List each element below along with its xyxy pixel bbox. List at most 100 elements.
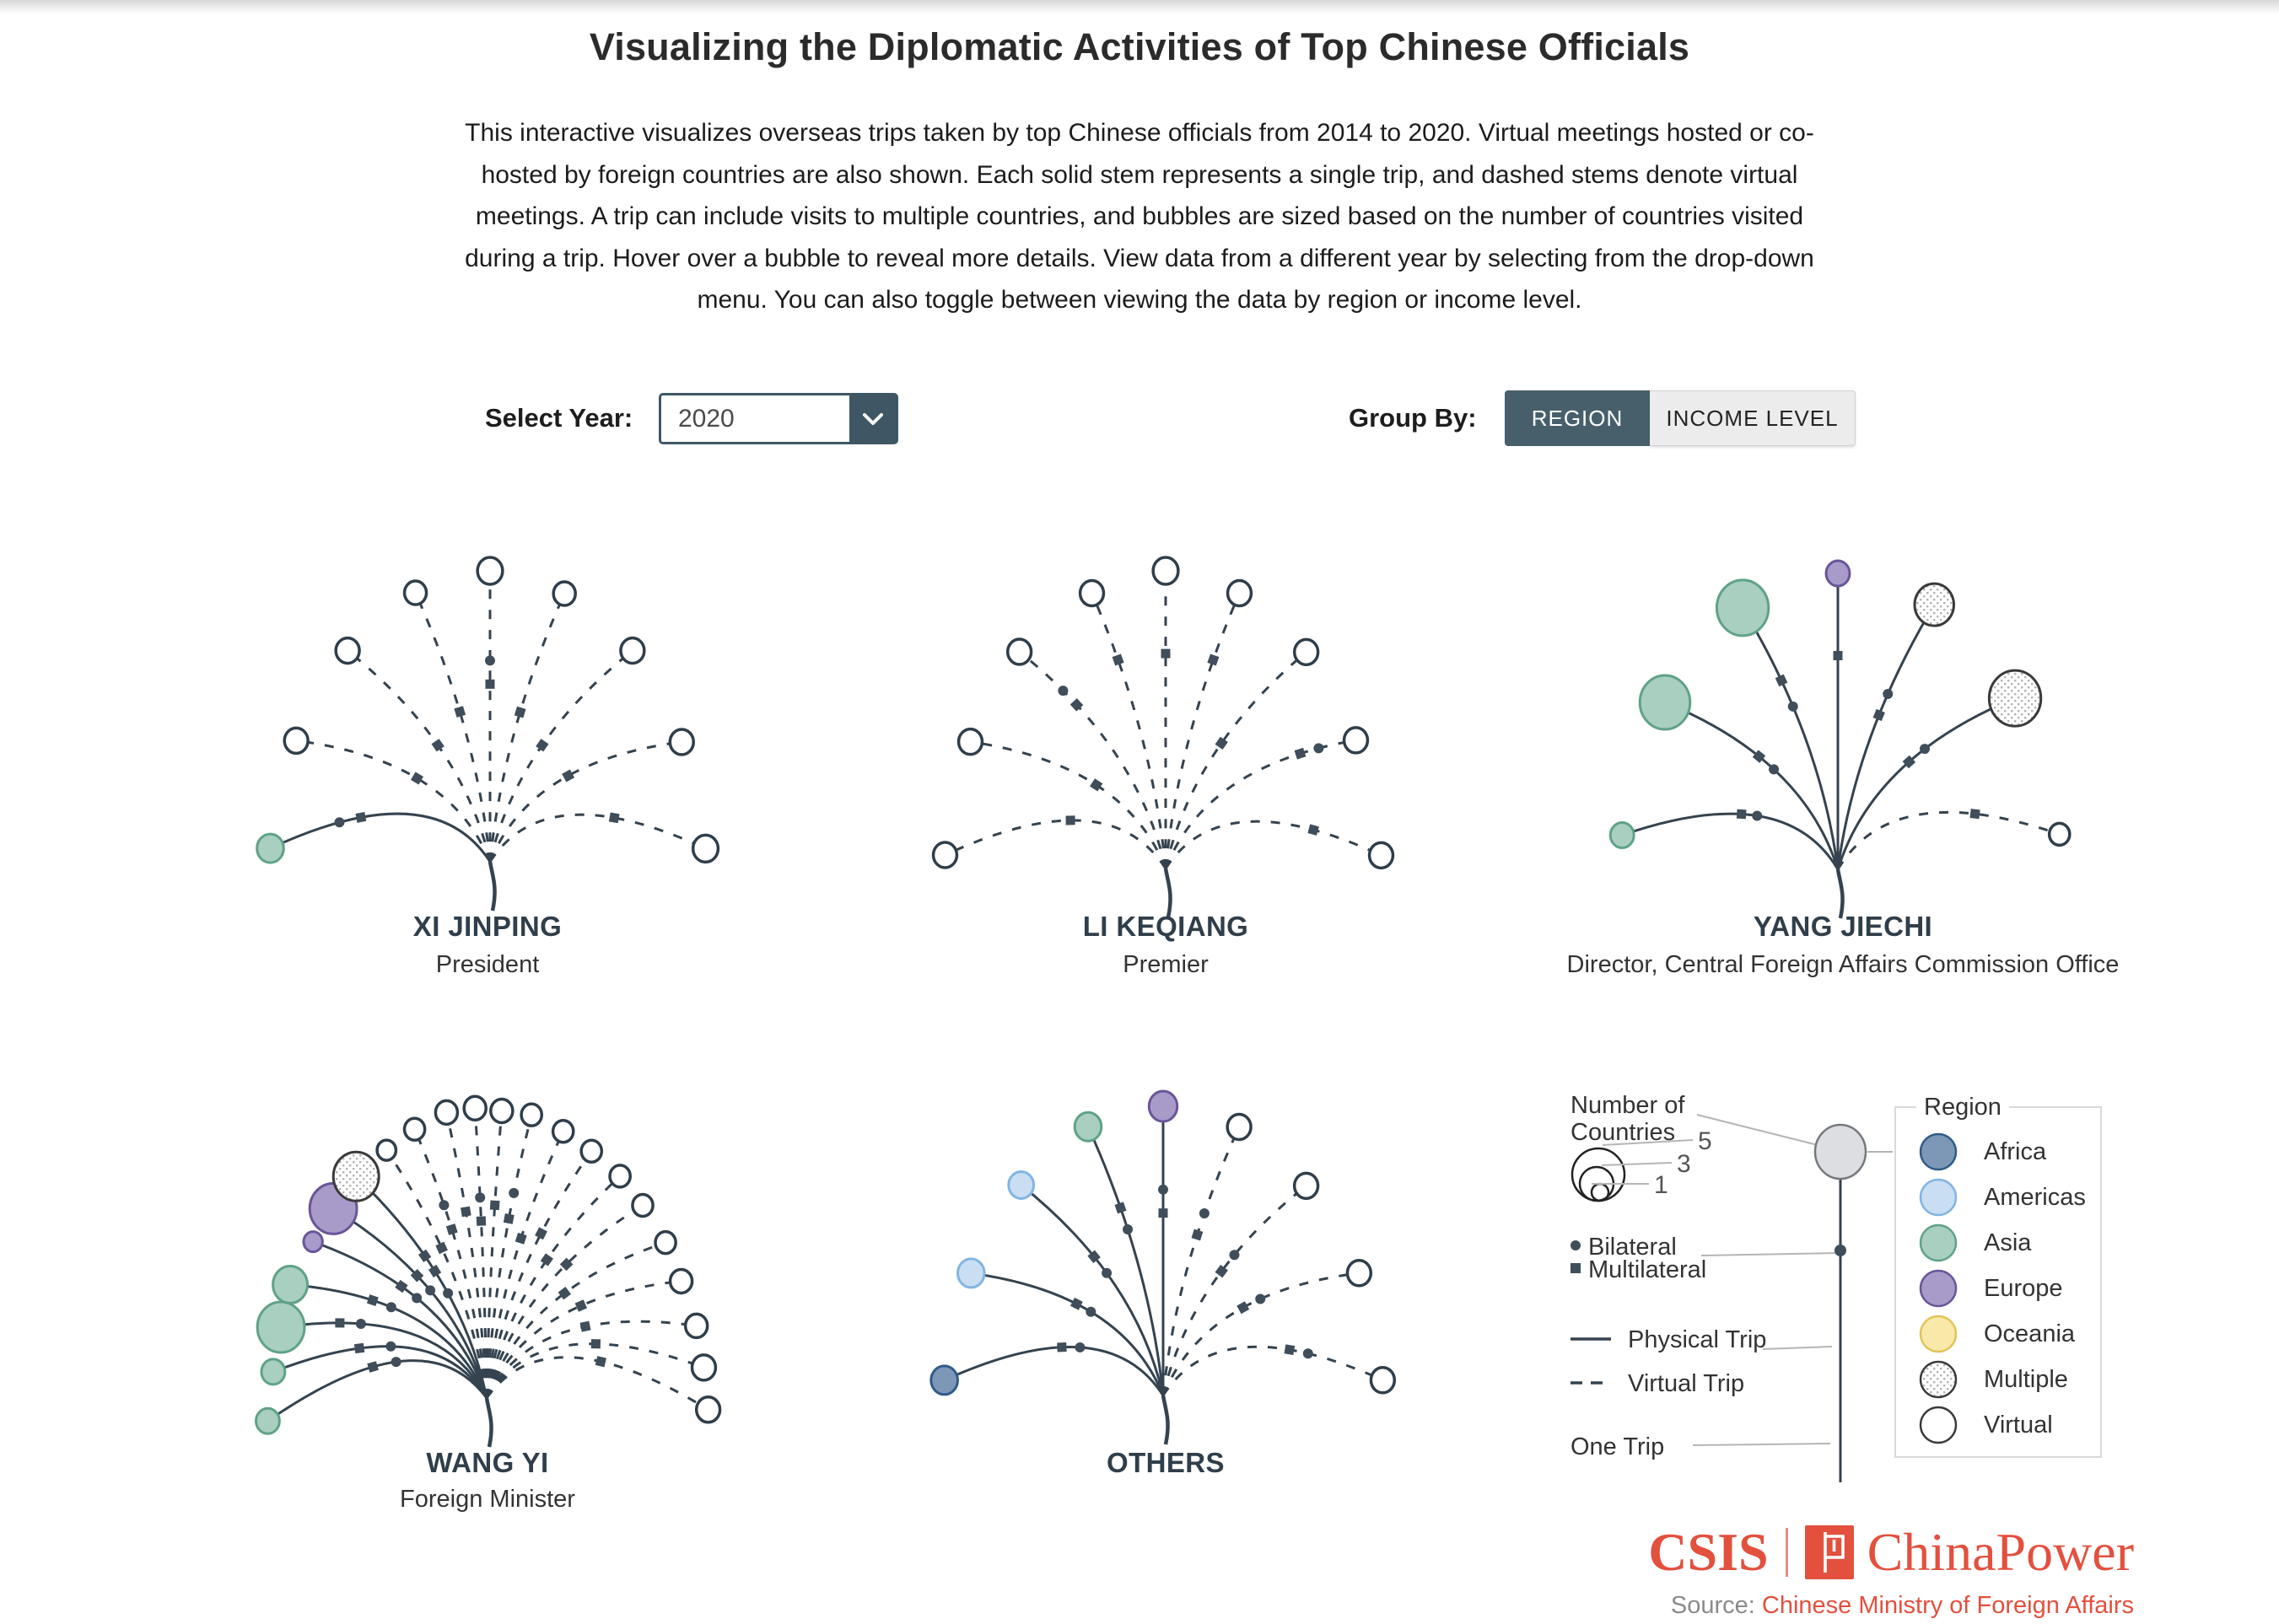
trip-bubble-asia[interactable] [272,1265,309,1304]
trip-bubble-virtual[interactable] [1226,578,1253,608]
trip-bubble-africa[interactable] [929,1364,959,1396]
trip-bubble-virtual[interactable] [402,579,428,606]
trip-bubble-virtual[interactable] [691,833,720,864]
leader-line [1696,1114,1818,1146]
virtual-trip-stem [347,649,492,863]
group-by-income-level-button[interactable]: INCOME LEVEL [1650,390,1856,446]
trip-bubble-virtual[interactable] [579,1138,604,1164]
trip-bubble-europe[interactable] [1824,559,1851,588]
chart-others[interactable] [809,999,1517,1471]
trip-bubble-multiple[interactable] [1987,669,2043,728]
trip-bubble-virtual[interactable] [1078,578,1106,608]
trip-bubble-americas[interactable] [1007,1170,1036,1200]
bilateral-marker [385,1302,396,1313]
stem-stalk [1835,868,1845,919]
chart-xi-jinping[interactable] [136,465,844,938]
trip-bubble-virtual[interactable] [1005,637,1033,666]
csis-chinapower-logo[interactable]: CSIS ChinaPower [1619,1519,2134,1585]
legend-size-title-1: Number of [1571,1092,1685,1119]
trip-bubble-asia[interactable] [1073,1110,1103,1143]
region-label-virtual: Virtual [1984,1411,2053,1438]
region-legend-title: Region [1916,1094,2009,1121]
trip-bubble-virtual[interactable] [608,1164,632,1189]
trip-bubble-virtual[interactable] [334,636,361,665]
trip-bubble-asia[interactable] [256,832,285,864]
trip-bubble-virtual[interactable] [1367,841,1395,870]
trip-bubble-virtual[interactable] [476,556,504,586]
trip-bubble-asia[interactable] [1638,674,1692,731]
multilateral-marker [1775,674,1788,687]
trip-bubble-virtual[interactable] [283,726,310,756]
trip-bubble-europe[interactable] [1147,1089,1179,1123]
size-circle-1 [1590,1182,1610,1202]
trip-bubble-virtual[interactable] [690,1353,718,1382]
group-by-region-button[interactable]: REGION [1505,390,1650,446]
bilateral-marker [1919,744,1930,755]
trip-bubble-virtual[interactable] [1345,1259,1373,1288]
region-legend-item-europe: Europe [1919,1269,2063,1308]
trip-bubble-virtual[interactable] [434,1099,460,1127]
multilateral-marker [1087,1250,1101,1264]
trip-bubble-virtual[interactable] [402,1116,427,1142]
chevron-down-icon[interactable] [849,395,896,442]
chart-li-keqiang[interactable] [811,472,1520,944]
trip-bubble-virtual[interactable] [631,1192,655,1218]
trip-bubble-multiple[interactable] [1913,582,1955,627]
trip-bubble-virtual[interactable] [375,1138,398,1162]
trip-bubble-virtual[interactable] [462,1094,488,1122]
trip-bubble-virtual[interactable] [956,727,984,756]
trip-bubble-americas[interactable] [956,1257,986,1289]
legend-one-trip: One Trip [1571,1433,1664,1460]
chart-yang-jiechi[interactable] [1484,473,2192,945]
legend-physical: Physical Trip [1628,1326,1766,1353]
trip-bubble-virtual[interactable] [1151,556,1180,586]
virtual-trip-stem [1161,1185,1307,1396]
source-value[interactable]: Chinese Ministry of Foreign Affairs [1761,1592,2134,1619]
bilateral-marker [443,1288,454,1299]
trip-bubble-virtual[interactable] [683,1312,709,1340]
multilateral-marker [461,1206,471,1218]
trip-bubble-virtual[interactable] [654,1229,677,1256]
bilateral-marker [1229,1250,1240,1261]
multilateral-marker [1215,736,1228,750]
region-legend-item-africa: Africa [1919,1132,2046,1171]
trip-bubble-virtual[interactable] [552,580,577,607]
trip-bubble-asia[interactable] [260,1358,287,1386]
trip-bubble-virtual[interactable] [1292,637,1320,667]
trip-bubble-virtual[interactable] [520,1102,544,1127]
trip-bubble-virtual[interactable] [1292,1171,1320,1201]
trip-bubble-virtual[interactable] [551,1118,575,1144]
virtual-trip-stem [485,1320,697,1399]
trip-bubble-virtual[interactable] [619,636,646,665]
trip-bubble-europe[interactable] [302,1230,324,1254]
trip-bubble-virtual[interactable] [1342,726,1370,755]
stem-stalk [1163,868,1172,918]
year-dropdown[interactable]: 2020 [659,393,898,444]
trip-bubble-virtual[interactable] [931,841,959,869]
trip-bubble-virtual[interactable] [489,1097,515,1125]
trip-bubble-virtual[interactable] [2047,821,2072,847]
official-name-yang: YANG JIECHI [1753,911,1933,942]
year-dropdown-value[interactable]: 2020 [661,395,849,442]
trip-bubble-virtual[interactable] [694,1395,722,1424]
trip-bubble-asia[interactable] [254,1406,281,1435]
virtual-trip-stem [488,649,633,863]
virtual-trip-stem [473,1108,488,1399]
physical-trip-stem [944,1346,1165,1396]
bilateral-marker [475,1192,486,1203]
trip-bubble-virtual[interactable] [1226,1112,1253,1142]
multilateral-marker [1161,648,1171,659]
chart-wang-yi[interactable] [132,1002,841,1474]
trip-bubble-asia[interactable] [1608,820,1635,849]
physical-trip-stem [1836,604,1936,870]
bilateral-dot-icon [1571,1240,1581,1250]
trip-bubble-virtual[interactable] [1369,1366,1397,1395]
trip-bubble-asia[interactable] [1715,578,1770,637]
multilateral-marker [1294,747,1307,760]
trip-bubble-multiple[interactable] [331,1150,380,1202]
region-label-asia: Asia [1984,1229,2032,1256]
trip-bubble-virtual[interactable] [668,1267,694,1295]
physical-trip-stem [269,812,492,863]
trip-bubble-virtual[interactable] [668,728,695,756]
trip-bubble-asia[interactable] [256,1300,306,1354]
